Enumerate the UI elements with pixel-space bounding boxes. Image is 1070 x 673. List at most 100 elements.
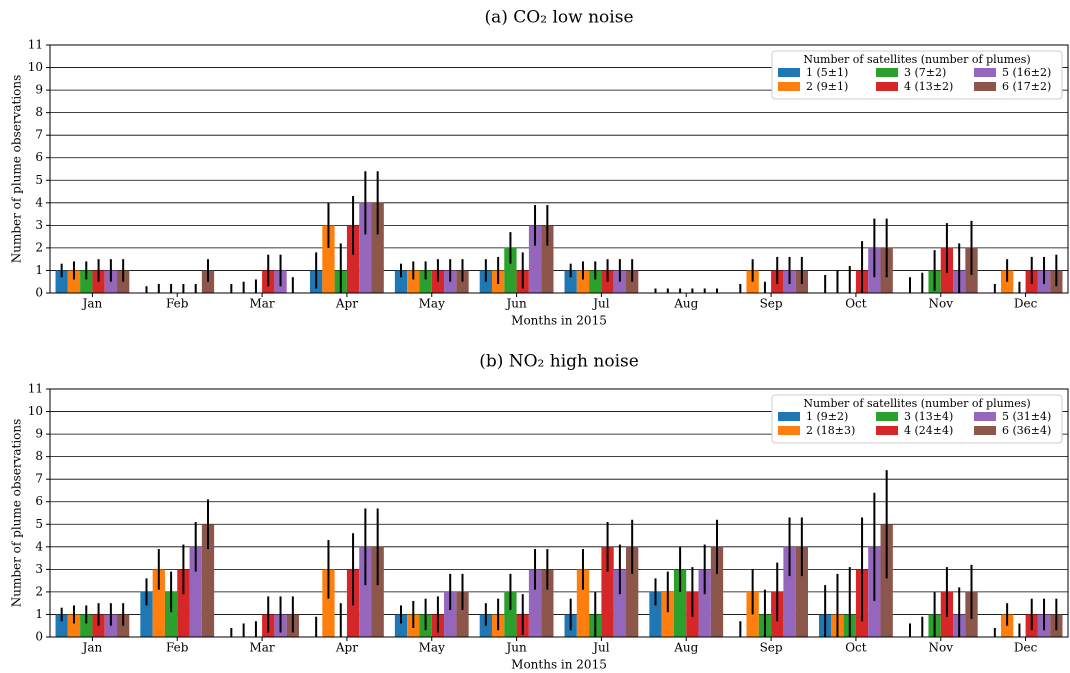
bar (613, 569, 627, 637)
y-axis-label: Number of plume observations (10, 75, 24, 264)
legend-swatch (778, 426, 800, 435)
bar (371, 202, 384, 293)
bar (479, 270, 492, 293)
x-tick-label: Aug (673, 297, 698, 311)
legend-swatch (974, 426, 996, 435)
bar (576, 569, 590, 637)
bar (67, 270, 81, 293)
bar (117, 270, 130, 293)
legend-title: Number of satellites (number of plumes) (803, 397, 1030, 410)
x-tick-label: Jun (504, 641, 527, 655)
x-tick-label: Apr (335, 641, 358, 655)
bar (626, 546, 639, 637)
y-tick-label: 4 (35, 539, 43, 553)
legend-label: 4 (13±2) (904, 80, 953, 93)
bar (601, 270, 614, 293)
bar (880, 524, 893, 637)
bar (783, 546, 796, 637)
y-tick-label: 8 (35, 105, 43, 119)
x-tick-label: Dec (1014, 641, 1038, 655)
y-tick-label: 9 (35, 83, 43, 97)
bar (576, 270, 590, 293)
legend-swatch (778, 412, 800, 421)
x-tick-label: Sep (760, 641, 783, 655)
x-tick-label: Apr (335, 297, 358, 311)
bar (1000, 270, 1014, 293)
bar (564, 270, 577, 293)
plot-frame (49, 44, 1069, 294)
bar (104, 270, 118, 293)
legend-swatch (876, 412, 898, 421)
bar (92, 270, 105, 293)
bar (589, 270, 602, 293)
bar (528, 569, 542, 637)
x-tick-label: Dec (1014, 297, 1038, 311)
legend-swatch (974, 82, 996, 91)
y-tick-label: 11 (28, 38, 43, 52)
bar (394, 270, 408, 293)
bar (407, 270, 420, 293)
x-tick-label: Nov (928, 297, 953, 311)
x-tick-label: Feb (166, 641, 189, 655)
x-tick-label: May (419, 641, 445, 655)
x-tick-label: Nov (928, 641, 953, 655)
bar (152, 569, 165, 637)
chart-title: (b) NO₂ high noise (479, 352, 639, 372)
x-tick-label: Oct (845, 297, 867, 311)
bar (359, 202, 372, 293)
bar (649, 591, 662, 637)
bar (698, 569, 711, 637)
bar (504, 247, 517, 293)
bar (710, 546, 724, 637)
y-tick-label: 0 (35, 286, 43, 300)
bar (359, 546, 372, 637)
x-tick-label: Jul (591, 641, 610, 655)
y-tick-label: 6 (35, 150, 43, 164)
y-tick-label: 2 (35, 240, 43, 254)
legend-label: 5 (16±2) (1002, 66, 1051, 79)
plot-frame (49, 388, 1069, 638)
bar (528, 225, 542, 293)
y-tick-label: 10 (28, 60, 43, 74)
y-tick-label: 11 (28, 382, 43, 396)
x-tick-label: Jan (81, 641, 103, 655)
y-tick-label: 3 (35, 218, 43, 232)
x-tick-label: Sep (760, 297, 783, 311)
y-tick-label: 7 (35, 472, 43, 486)
legend-label: 3 (7±2) (904, 66, 946, 79)
legend-label: 5 (31±4) (1002, 410, 1051, 423)
legend-label: 6 (17±2) (1002, 80, 1051, 93)
bar (746, 591, 759, 637)
bar (201, 524, 215, 637)
x-axis-label: Months in 2015 (511, 314, 607, 328)
x-tick-label: Mar (249, 641, 274, 655)
legend-swatch (876, 82, 898, 91)
y-tick-label: 5 (35, 173, 43, 187)
bar (431, 270, 445, 293)
bar (394, 614, 408, 637)
y-tick-label: 5 (35, 517, 43, 531)
legend-label: 2 (9±1) (806, 80, 848, 93)
bar (504, 591, 517, 637)
bar (322, 569, 335, 637)
legend-swatch (974, 68, 996, 77)
legend-title: Number of satellites (number of plumes) (803, 53, 1030, 66)
legend-swatch (974, 412, 996, 421)
bar (661, 591, 674, 637)
x-tick-label: Mar (249, 297, 274, 311)
legend-swatch (778, 82, 800, 91)
x-tick-label: Aug (673, 641, 698, 655)
legend-label: 3 (13±4) (904, 410, 953, 423)
bar (626, 270, 639, 293)
legend-label: 1 (9±2) (806, 410, 848, 423)
y-tick-label: 3 (35, 562, 43, 576)
bar (322, 225, 335, 293)
bar (541, 225, 554, 293)
bar (67, 614, 81, 637)
x-tick-label: Jun (504, 297, 527, 311)
bar (613, 270, 627, 293)
bar (55, 270, 68, 293)
x-tick-label: May (419, 297, 445, 311)
bar (601, 546, 614, 637)
